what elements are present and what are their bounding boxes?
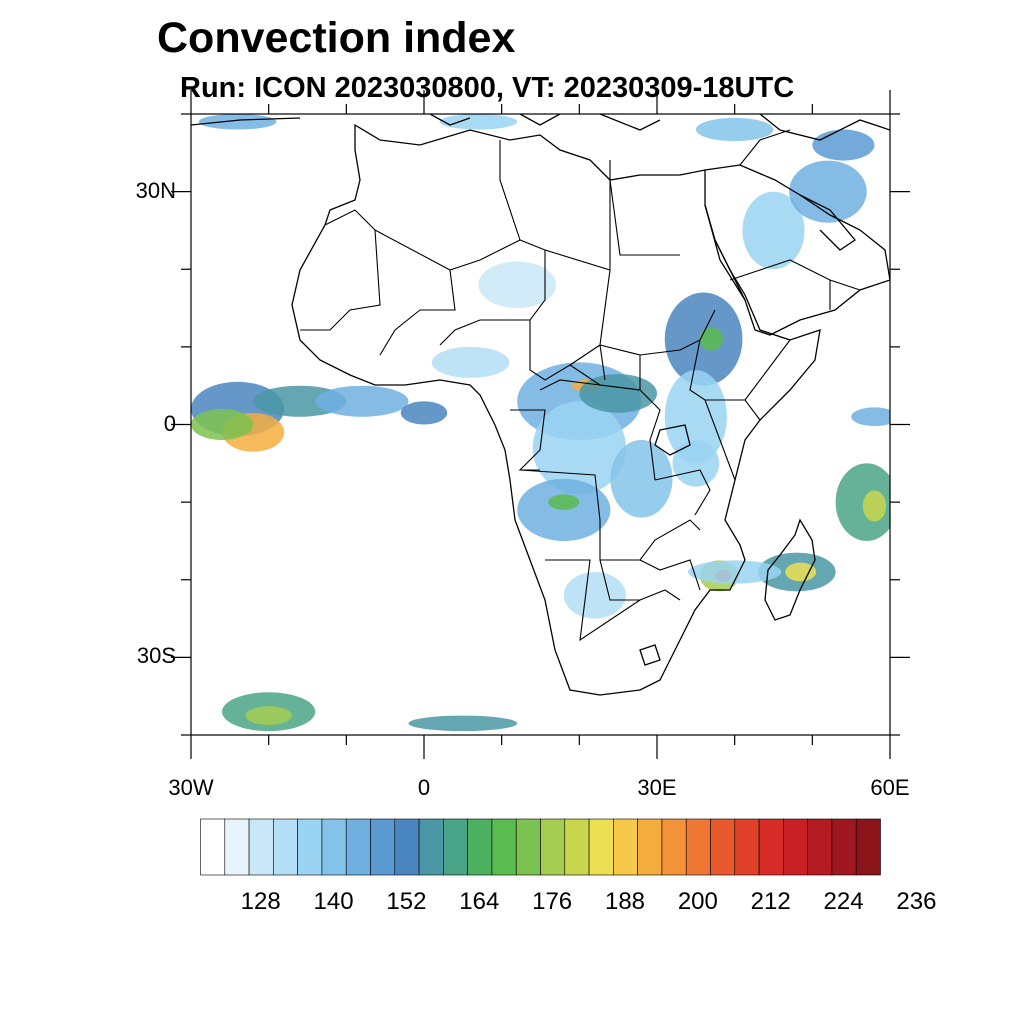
convection-cell <box>789 160 867 223</box>
colorbar-box <box>297 818 323 876</box>
colorbar-box <box>345 818 371 876</box>
colorbar-box <box>783 818 808 876</box>
colorbar-tick-label: 128 <box>240 888 281 915</box>
country-borders <box>300 129 861 642</box>
colorbar-box <box>515 818 541 876</box>
colorbar-box <box>467 818 493 876</box>
axis-ticks <box>171 90 910 759</box>
convection-cell <box>742 191 805 270</box>
map-title: Convection index <box>157 14 516 62</box>
colorbar-box <box>855 818 881 876</box>
lat-label: 30S <box>136 643 176 669</box>
colorbar <box>200 818 881 876</box>
colorbar-tick-label: 212 <box>750 888 791 915</box>
lat-label: 30N <box>135 177 176 203</box>
convection-cell <box>408 715 518 732</box>
colorbar-tick-label: 176 <box>532 888 573 915</box>
colorbar-box <box>491 818 517 876</box>
colorbar-box <box>394 818 420 876</box>
lake-victoria <box>654 424 691 456</box>
colorbar-box <box>758 818 784 876</box>
colorbar-box <box>273 818 298 876</box>
convection-cell <box>862 490 887 522</box>
convection-cell <box>191 408 254 441</box>
lat-label: 0 <box>163 410 176 436</box>
convection-cell <box>835 463 890 541</box>
colorbar-box <box>564 818 590 876</box>
convection-cell <box>851 407 890 427</box>
colorbar-tick-label: 152 <box>386 888 427 915</box>
colorbar-tick-label: 236 <box>896 888 937 915</box>
africa-coastline <box>291 123 821 696</box>
convection-cell <box>315 385 409 417</box>
convection-cell <box>548 494 580 510</box>
colorbar-box <box>224 818 250 876</box>
convection-cell <box>563 571 626 619</box>
convection-cell <box>431 346 510 378</box>
lon-label: 60E <box>870 775 910 800</box>
colorbar-tick-label: 200 <box>677 888 718 915</box>
colorbar-box <box>321 818 347 876</box>
convection-cell <box>532 401 626 495</box>
convection-cell <box>610 440 673 518</box>
convection-cell <box>812 129 875 161</box>
convection-cell <box>664 370 727 464</box>
lon-label: 30E <box>637 775 677 800</box>
lesotho <box>639 644 661 666</box>
convection-field <box>191 114 890 732</box>
colorbar-tick-label: 224 <box>823 888 864 915</box>
lon-label: 30W <box>168 775 214 800</box>
colorbar-box <box>540 818 566 876</box>
colorbar-box <box>588 818 614 876</box>
convection-cell <box>785 562 817 582</box>
convection-cell <box>439 114 518 130</box>
convection-cell <box>699 327 724 351</box>
convection-cell <box>579 374 658 413</box>
lon-label: 0 <box>417 775 431 800</box>
colorbar-box <box>370 818 396 876</box>
colorbar-box <box>637 818 663 876</box>
colorbar-box <box>734 818 760 876</box>
madagascar-coastline <box>764 518 816 621</box>
convection-cell <box>245 706 292 725</box>
convection-cell <box>478 261 557 309</box>
gulf-coastline <box>799 194 856 251</box>
colorbar-box <box>685 818 711 876</box>
colorbar-box <box>661 818 687 876</box>
red-sea-coastline <box>704 204 746 301</box>
colorbar-box <box>443 818 468 876</box>
colorbar-box <box>831 818 857 876</box>
map-subtitle: Run: ICON 2023030800, VT: 20230309-18UTC <box>180 72 795 104</box>
colorbar-box <box>710 818 736 876</box>
convection-cell <box>672 440 720 487</box>
convection-cell <box>695 117 774 142</box>
convection-cell <box>400 401 448 425</box>
colorbar-tick-label: 164 <box>459 888 500 915</box>
colorbar-box <box>200 818 226 876</box>
colorbar-tick-label: 188 <box>604 888 646 915</box>
colorbar-box <box>613 818 638 876</box>
colorbar-box <box>418 818 444 876</box>
coastlines <box>191 114 890 696</box>
convection-cell <box>688 560 782 584</box>
colorbar-tick-label: 140 <box>313 888 354 915</box>
europe-coastline <box>191 114 890 141</box>
convection-cell <box>198 114 277 130</box>
colorbar-box <box>248 818 274 876</box>
colorbar-box <box>807 818 833 876</box>
convection-cell <box>517 478 611 541</box>
